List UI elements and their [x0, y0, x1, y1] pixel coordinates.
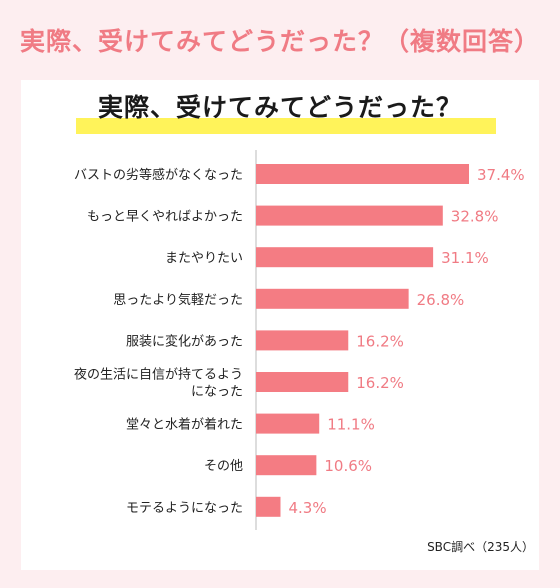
value-label: 31.1% — [441, 249, 489, 267]
chart-title: 実際、受けてみてどうだった？ — [97, 93, 462, 122]
header-banner: 実際、受けてみてどうだった？（複数回答） — [0, 0, 560, 80]
bar — [256, 164, 469, 184]
category-label: もっと早くやればよかった — [87, 210, 243, 225]
category-label: モテるようになった — [126, 501, 243, 516]
category-label: 服装に変化があった — [126, 333, 243, 349]
value-label: 4.3% — [288, 499, 326, 517]
page-title: 実際、受けてみてどうだった？（複数回答） — [19, 27, 540, 56]
value-label: 16.2% — [356, 374, 404, 392]
category-label: 思ったより気軽だった — [113, 292, 243, 308]
bar — [256, 455, 317, 476]
source-note: SBC調べ（235人） — [427, 540, 534, 554]
bar — [256, 288, 409, 309]
value-label: 16.2% — [356, 332, 404, 350]
category-label: 堂々と水着が着れた — [126, 417, 243, 433]
value-label: 32.8% — [451, 208, 499, 226]
chart-card: 実際、受けてみてどうだった？ — [21, 80, 539, 570]
title-highlight — [76, 118, 496, 134]
category-label: その他 — [204, 459, 243, 474]
bar — [256, 205, 443, 226]
category-label: バストの劣等感がなくなった — [74, 167, 243, 183]
bar — [256, 372, 349, 392]
value-label: 11.1% — [327, 416, 375, 434]
category-label: になった — [191, 385, 243, 400]
bar — [256, 413, 320, 434]
value-label: 37.4% — [477, 166, 525, 184]
bar — [256, 247, 434, 268]
value-label: 10.6% — [324, 457, 372, 475]
chart-title-area: 実際、受けてみてどうだった？ — [21, 80, 539, 140]
bar — [256, 496, 281, 517]
category-label: 夜の生活に自信が持てるよう — [74, 368, 243, 383]
bar — [256, 330, 349, 351]
category-label: またやりたい — [165, 251, 243, 266]
value-label: 26.8% — [417, 291, 465, 309]
